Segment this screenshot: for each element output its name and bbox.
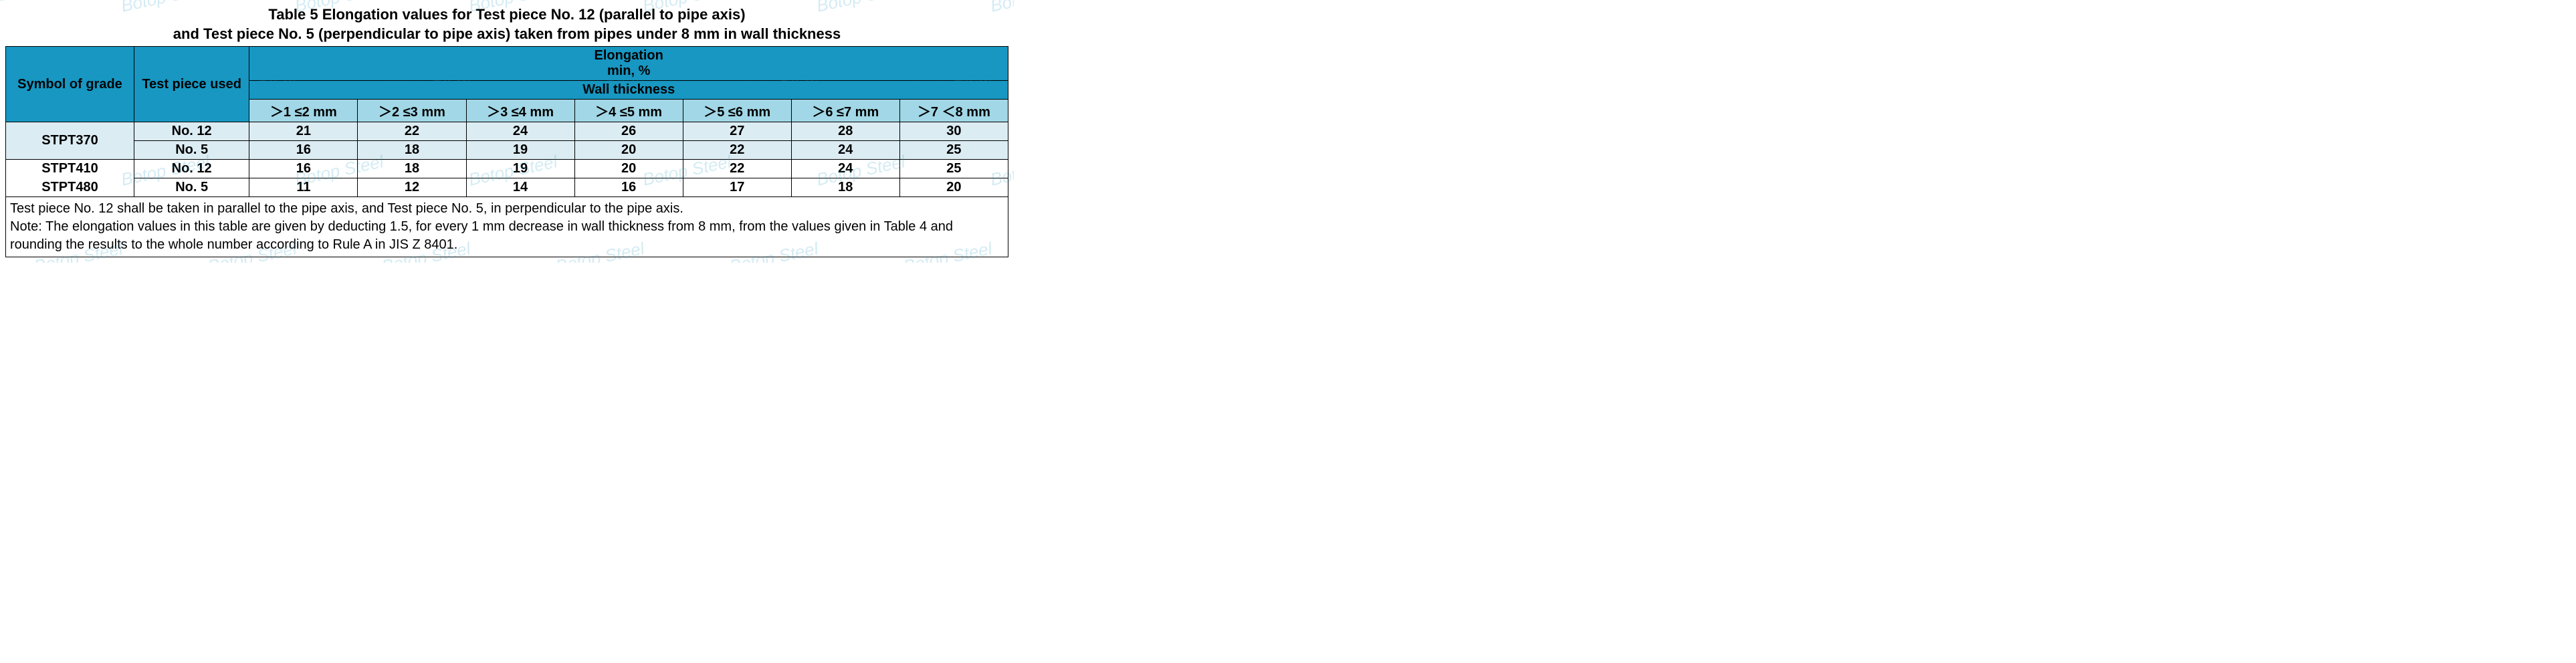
- val-cell: 22: [358, 122, 466, 141]
- val-cell: 19: [466, 160, 574, 178]
- piece-cell: No. 5: [134, 141, 249, 160]
- footnote-line-2: Note: The elongation values in this tabl…: [10, 219, 953, 252]
- piece-cell: No. 12: [134, 122, 249, 141]
- footnote-line-1: Test piece No. 12 shall be taken in para…: [10, 201, 683, 216]
- val-cell: 22: [683, 160, 791, 178]
- val-cell: 18: [791, 178, 899, 197]
- val-cell: 16: [249, 141, 358, 160]
- val-cell: 26: [574, 122, 683, 141]
- val-cell: 18: [358, 160, 466, 178]
- val-cell: 20: [574, 160, 683, 178]
- title-line-1: Table 5 Elongation values for Test piece…: [268, 6, 745, 23]
- table-row: STPT410 No. 12 16 18 19 20 22 24 25: [6, 160, 1008, 178]
- range-0: ＞1 ≤2 mm: [249, 100, 358, 122]
- piece-cell: No. 12: [134, 160, 249, 178]
- val-cell: 21: [249, 122, 358, 141]
- col-test-piece-used: Test piece used: [134, 47, 249, 122]
- val-cell: 30: [899, 122, 1008, 141]
- grade-cell: STPT480: [6, 178, 134, 197]
- range-1: ＞2 ≤3 mm: [358, 100, 466, 122]
- elongation-table: Symbol of grade Test piece used Elongati…: [5, 46, 1008, 257]
- val-cell: 27: [683, 122, 791, 141]
- val-cell: 11: [249, 178, 358, 197]
- val-cell: 16: [574, 178, 683, 197]
- col-symbol-of-grade: Symbol of grade: [6, 47, 134, 122]
- val-cell: 24: [791, 160, 899, 178]
- piece-cell: No. 5: [134, 178, 249, 197]
- table-row: No. 5 16 18 19 20 22 24 25: [6, 141, 1008, 160]
- title-line-2: and Test piece No. 5 (perpendicular to p…: [173, 25, 841, 42]
- elongation-label-1: Elongation: [595, 48, 663, 63]
- val-cell: 12: [358, 178, 466, 197]
- range-6: ＞7 ＜8 mm: [899, 100, 1008, 122]
- grade-cell: STPT410: [6, 160, 134, 178]
- range-5: ＞6 ≤7 mm: [791, 100, 899, 122]
- val-cell: 14: [466, 178, 574, 197]
- val-cell: 19: [466, 141, 574, 160]
- val-cell: 25: [899, 160, 1008, 178]
- col-elongation: Elongation min, %: [249, 47, 1008, 81]
- table-row: STPT370 No. 12 21 22 24 26 27 28 30: [6, 122, 1008, 141]
- val-cell: 18: [358, 141, 466, 160]
- val-cell: 22: [683, 141, 791, 160]
- val-cell: 17: [683, 178, 791, 197]
- range-4: ＞5 ≤6 mm: [683, 100, 791, 122]
- table-title: Table 5 Elongation values for Test piece…: [5, 5, 1008, 43]
- val-cell: 16: [249, 160, 358, 178]
- elongation-label-2: min, %: [607, 63, 650, 78]
- footnote-cell: Test piece No. 12 shall be taken in para…: [6, 197, 1008, 257]
- val-cell: 24: [466, 122, 574, 141]
- col-wall-thickness: Wall thickness: [249, 81, 1008, 100]
- table-row: STPT480 No. 5 11 12 14 16 17 18 20: [6, 178, 1008, 197]
- range-3: ＞4 ≤5 mm: [574, 100, 683, 122]
- grade-cell: STPT370: [6, 122, 134, 160]
- val-cell: 25: [899, 141, 1008, 160]
- val-cell: 24: [791, 141, 899, 160]
- val-cell: 28: [791, 122, 899, 141]
- range-2: ＞3 ≤4 mm: [466, 100, 574, 122]
- val-cell: 20: [574, 141, 683, 160]
- val-cell: 20: [899, 178, 1008, 197]
